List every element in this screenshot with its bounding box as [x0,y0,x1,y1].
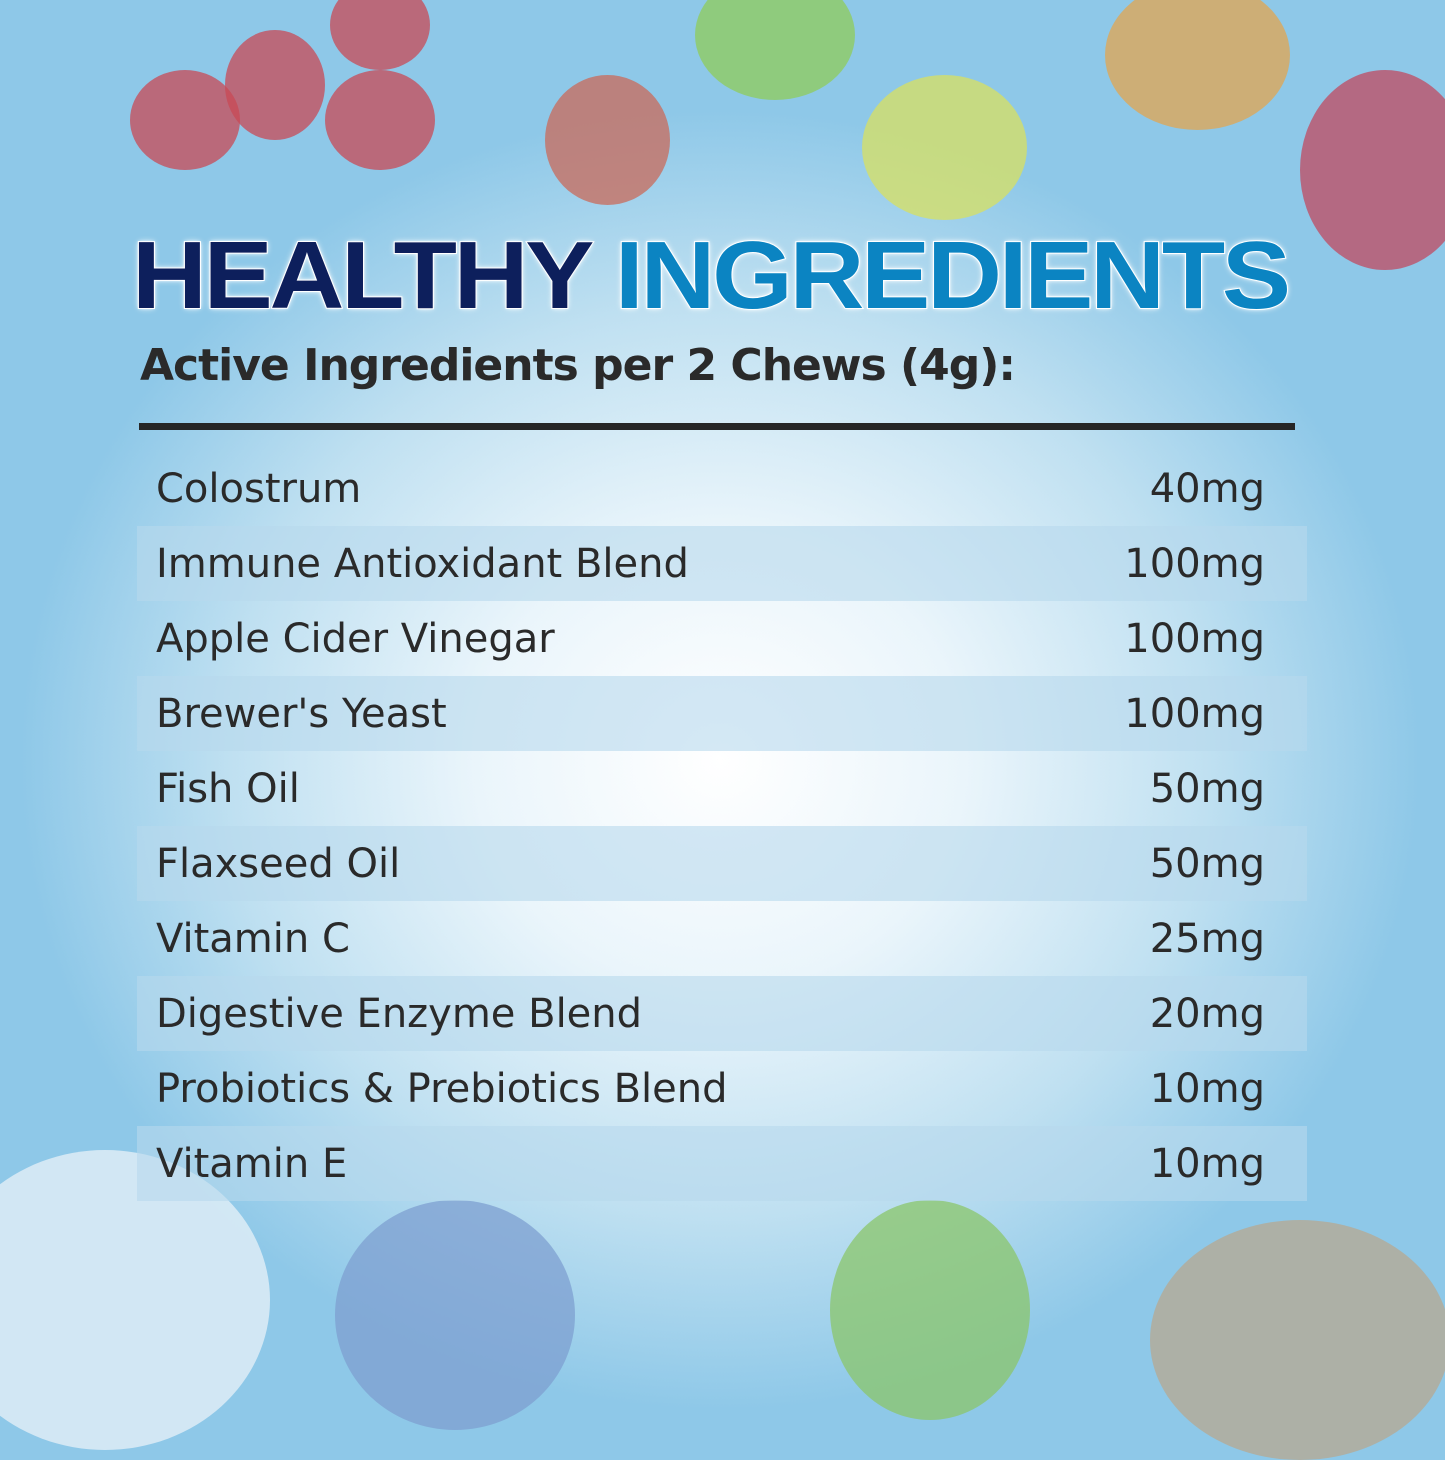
table-row: Fish Oil 50mg [137,751,1307,826]
ingredient-name: Apple Cider Vinegar [156,615,555,662]
ingredient-amount: 100mg [1124,540,1265,587]
strawberry-image [130,70,240,170]
ingredient-name: Colostrum [156,465,362,512]
flaxseed-image [1150,1220,1445,1460]
title-part-1: HEALTHY [131,222,594,329]
table-row: Colostrum 40mg [137,451,1307,526]
table-row: Flaxseed Oil 50mg [137,826,1307,901]
table-row: Apple Cider Vinegar 100mg [137,601,1307,676]
table-row: Digestive Enzyme Blend 20mg [137,976,1307,1051]
ingredient-name: Flaxseed Oil [156,840,401,887]
ingredient-amount: 100mg [1124,615,1265,662]
ingredient-amount: 100mg [1124,690,1265,737]
table-row: Immune Antioxidant Blend 100mg [137,526,1307,601]
ingredient-name: Probiotics & Prebiotics Blend [156,1065,728,1112]
ingredient-amount: 50mg [1149,765,1265,812]
table-row: Brewer's Yeast 100mg [137,676,1307,751]
ingredient-amount: 20mg [1149,990,1265,1037]
ingredient-name: Fish Oil [156,765,300,812]
table-row: Vitamin C 25mg [137,901,1307,976]
strawberry-image [330,0,430,70]
title-part-2: INGREDIENTS [614,222,1292,329]
table-row: Vitamin E 10mg [137,1126,1307,1201]
ingredient-name: Digestive Enzyme Blend [156,990,643,1037]
strawberry-image [225,30,325,140]
orange-image [1105,0,1290,130]
page-title: HEALTHY INGREDIENTS [131,227,1292,325]
ingredient-amount: 25mg [1149,915,1265,962]
ingredient-amount: 40mg [1149,465,1265,512]
broccoli-image [830,1200,1030,1420]
ingredient-name: Brewer's Yeast [156,690,447,737]
ingredient-name: Immune Antioxidant Blend [156,540,689,587]
apple-image [1300,70,1445,270]
table-row: Probiotics & Prebiotics Blend 10mg [137,1051,1307,1126]
ingredient-amount: 10mg [1149,1065,1265,1112]
ingredients-table: Colostrum 40mg Immune Antioxidant Blend 10… [137,451,1307,1201]
apple-image [545,75,670,205]
divider [139,423,1295,430]
ingredient-name: Vitamin E [156,1140,348,1187]
strawberry-image [325,70,435,170]
ingredient-name: Vitamin C [156,915,350,962]
lemon-image [862,75,1027,220]
ingredient-amount: 10mg [1149,1140,1265,1187]
ingredient-amount: 50mg [1149,840,1265,887]
subtitle: Active Ingredients per 2 Chews (4g): [140,340,1016,391]
blueberry-bowl-image [335,1200,575,1430]
green-apple-image [695,0,855,100]
